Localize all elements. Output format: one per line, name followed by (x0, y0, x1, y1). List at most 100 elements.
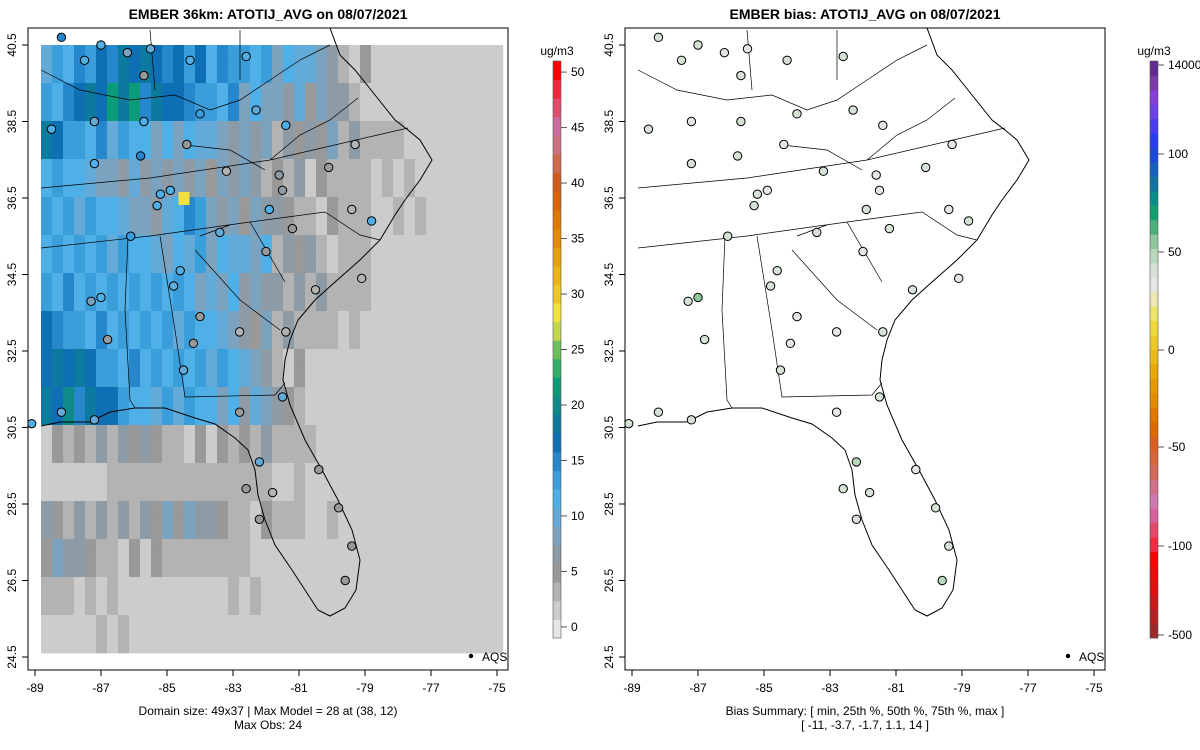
grid-cell (459, 526, 471, 540)
grid-cell (371, 437, 383, 451)
colorbar-swatch (1150, 623, 1158, 639)
grid-cell (393, 450, 405, 464)
colorbar-tick-label: -50 (1168, 440, 1186, 454)
grid-cell (470, 45, 482, 58)
grid-cell (239, 437, 251, 451)
grid-cell (195, 551, 207, 565)
grid-cell (360, 602, 372, 616)
grid-cell (107, 615, 119, 628)
grid-cell (481, 640, 493, 654)
grid-cell (305, 399, 317, 413)
grid-cell (316, 235, 328, 248)
grid-cell (85, 437, 97, 451)
grid-cell (217, 627, 229, 641)
grid-cell (437, 311, 449, 324)
grid-cell (437, 184, 449, 198)
grid-cell (151, 425, 163, 438)
grid-cell (415, 589, 427, 603)
grid-cell (426, 349, 438, 362)
grid-cell (393, 475, 405, 489)
grid-cell (140, 463, 152, 476)
grid-cell (327, 640, 339, 654)
grid-cell (250, 70, 262, 84)
grid-cell (382, 349, 394, 362)
grid-cell (195, 526, 207, 540)
grid-cell (63, 349, 75, 362)
grid-cell (470, 285, 482, 299)
grid-cell (404, 171, 416, 185)
grid-cell (261, 235, 273, 248)
grid-cell (96, 45, 108, 58)
grid-cell (96, 184, 108, 198)
bias-station-marker (954, 273, 964, 284)
grid-cell (404, 387, 416, 400)
right-panel: EMBER bias: ATOTIJ_AVG on 08/07/2021-89-… (602, 6, 1200, 732)
grid-cell (63, 108, 75, 122)
grid-cell (371, 57, 383, 71)
grid-cell (63, 437, 75, 451)
grid-cell (437, 615, 449, 628)
colorbar-swatch (1150, 349, 1158, 365)
grid-cell (305, 475, 317, 489)
grid-cell (470, 374, 482, 388)
grid-cell (316, 399, 328, 413)
grid-cell (140, 133, 152, 147)
grid-cell (41, 450, 53, 464)
grid-cell (151, 539, 163, 552)
grid-cell (250, 95, 262, 109)
grid-cell (415, 412, 427, 426)
grid-cell (360, 133, 372, 147)
grid-cell (382, 298, 394, 312)
grid-cell (415, 488, 427, 502)
grid-cell (85, 184, 97, 198)
grid-cell (140, 83, 152, 96)
grid-cell (492, 209, 504, 223)
grid-cell (404, 399, 416, 413)
grid-cell (415, 539, 427, 552)
grid-cell (228, 323, 240, 337)
grid-cell (217, 475, 229, 489)
station-marker (274, 170, 284, 180)
chart-title: EMBER bias: ATOTIJ_AVG on 08/07/2021 (729, 6, 1000, 22)
grid-cell (52, 273, 64, 286)
grid-cell (404, 197, 416, 210)
grid-cell (239, 387, 251, 400)
grid-cell (448, 539, 460, 552)
grid-cell (448, 83, 460, 96)
grid-cell (481, 235, 493, 248)
grid-cell (250, 298, 262, 312)
grid-cell (448, 95, 460, 109)
grid-cell (294, 627, 306, 641)
grid-cell (206, 311, 218, 324)
grid-cell (250, 526, 262, 540)
grid-cell (239, 627, 251, 641)
grid-cell (393, 602, 405, 616)
grid-cell (162, 273, 174, 286)
grid-cell (305, 121, 317, 134)
grid-cell (415, 399, 427, 413)
grid-cell (415, 526, 427, 540)
grid-cell (239, 463, 251, 476)
grid-cell (184, 95, 196, 109)
grid-cell (228, 425, 240, 438)
grid-cell (173, 501, 185, 514)
colorbar-swatch (1150, 609, 1158, 625)
grid-cell (305, 602, 317, 616)
grid-cell (74, 298, 86, 312)
grid-cell (327, 70, 339, 84)
grid-cell (129, 615, 141, 628)
station-marker (165, 185, 176, 196)
grid-cell (437, 475, 449, 489)
grid-cell (426, 184, 438, 198)
grid-cell (217, 235, 229, 248)
grid-cell (162, 349, 174, 362)
grid-cell (448, 387, 460, 400)
grid-cell (327, 475, 339, 489)
grid-cell (162, 83, 174, 96)
grid-cell (206, 184, 218, 198)
grid-cell (492, 551, 504, 565)
grid-cell (217, 171, 229, 185)
grid-cell (96, 323, 108, 337)
grid-cell (481, 260, 493, 274)
grid-cell (74, 171, 86, 185)
